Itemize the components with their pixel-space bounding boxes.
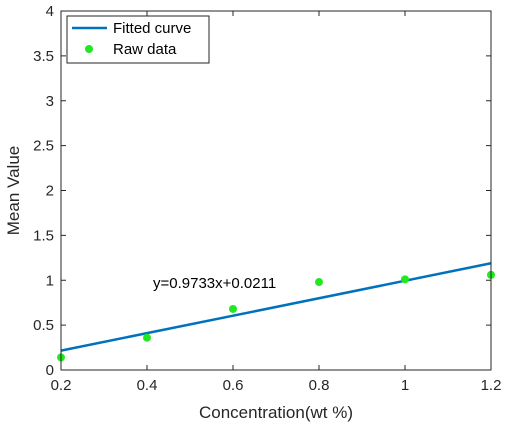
- y-tick-label-3: 1.5: [33, 227, 54, 244]
- x-tick-label-2: 0.6: [223, 377, 244, 394]
- y-axis-label: Mean Value: [4, 146, 23, 235]
- x-tick-label-1: 0.4: [137, 377, 158, 394]
- ticks-layer: 0.2 0.4 0.6 0.8 1 1.2 0 0.5 1 1.5 2 2.5 3 3.5 4: [33, 3, 501, 394]
- plot-frame: [60, 10, 492, 371]
- y-tick-label-4: 2: [46, 183, 54, 200]
- fit-equation-annotation: y=0.9733x+0.0211: [153, 275, 276, 292]
- y-tick-label-8: 4: [46, 3, 54, 20]
- plot-area: [61, 11, 491, 370]
- legend-label-raw-data: Raw data: [113, 41, 177, 58]
- y-tick-label-0: 0: [46, 362, 54, 379]
- raw-data-point-3: [315, 278, 323, 287]
- y-tick-label-2: 1: [46, 272, 54, 289]
- fitted-curve-line: [60, 262, 492, 352]
- y-tick-label-5: 2.5: [33, 138, 54, 155]
- x-tick-label-5: 1.2: [481, 377, 502, 394]
- labels-layer: Concentration(wt %) Mean Value: [4, 146, 353, 422]
- legend-swatch-raw-data: [85, 45, 93, 53]
- x-tick-label-3: 0.8: [309, 377, 330, 394]
- x-axis-label: Concentration(wt %): [199, 403, 353, 422]
- raw-data-point-4: [401, 275, 409, 284]
- raw-data-point-2: [229, 304, 237, 313]
- x-tick-label-0: 0.2: [51, 377, 72, 394]
- legend-label-fitted-curve: Fitted curve: [113, 20, 191, 37]
- raw-data-point-1: [143, 333, 151, 342]
- y-tick-label-7: 3.5: [33, 48, 54, 65]
- legend-box: [66, 15, 210, 64]
- x-tick-label-4: 1: [401, 377, 409, 394]
- legend: Fitted curve Raw data: [66, 15, 210, 64]
- y-tick-label-6: 3: [46, 93, 54, 110]
- y-tick-label-1: 0.5: [33, 317, 54, 334]
- annotation-layer: y=0.9733x+0.0211: [153, 275, 276, 292]
- series-layer: [57, 262, 495, 362]
